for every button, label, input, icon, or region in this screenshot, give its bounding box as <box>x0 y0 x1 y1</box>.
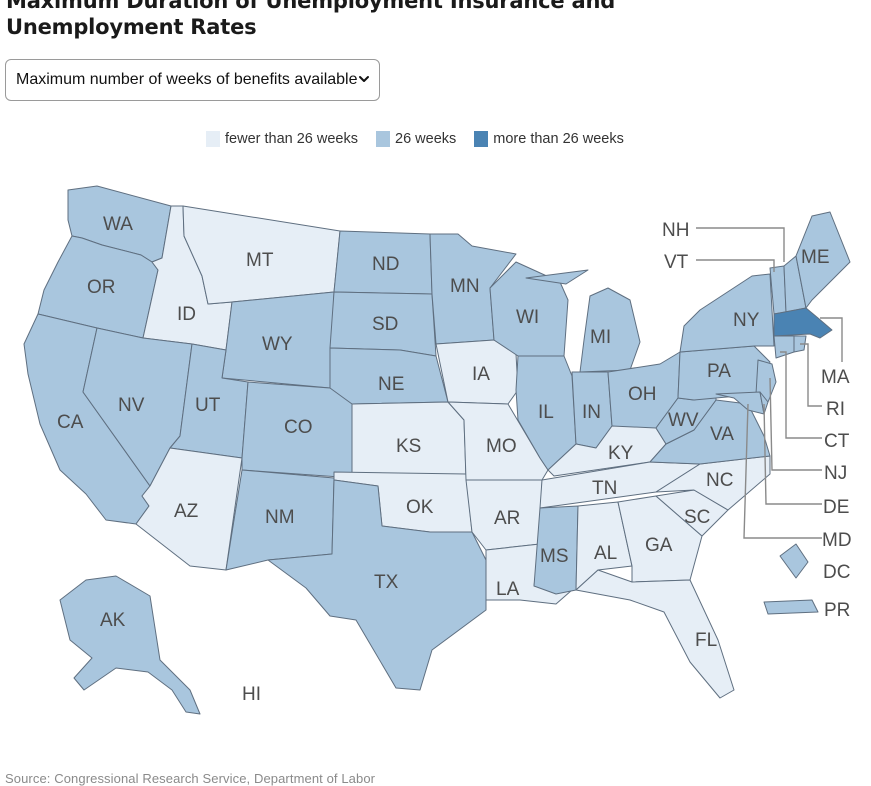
label-MO: MO <box>486 436 517 457</box>
label-AL: AL <box>594 543 617 564</box>
label-ID: ID <box>177 304 196 325</box>
state-VT[interactable] <box>769 265 787 315</box>
label-MT: MT <box>246 250 274 271</box>
state-NY[interactable] <box>679 273 775 353</box>
label-SD: SD <box>372 314 398 335</box>
metric-dropdown[interactable]: Maximum number of weeks of benefits avai… <box>5 59 380 101</box>
label-CA: CA <box>57 412 84 433</box>
label-IL: IL <box>538 402 554 423</box>
label-IN: IN <box>582 402 601 423</box>
label-OR: OR <box>87 277 116 298</box>
label-UT: UT <box>195 395 221 416</box>
state-AK[interactable] <box>59 575 201 715</box>
state-DC[interactable] <box>779 543 809 579</box>
legend-item-26[interactable]: 26 weeks <box>376 131 456 147</box>
label-NE: NE <box>378 374 404 395</box>
state-WI[interactable] <box>489 261 569 357</box>
chevron-down-icon <box>359 76 369 82</box>
chart-title-line1: Maximum Duration of Unemployment Insuran… <box>6 0 616 13</box>
label-MS: MS <box>540 546 569 567</box>
chart-title-line2: Unemployment Rates <box>6 15 257 39</box>
label-TX: TX <box>374 572 399 593</box>
state-TX[interactable] <box>267 479 487 691</box>
legend-item-more[interactable]: more than 26 weeks <box>474 131 624 147</box>
state-PR[interactable] <box>763 599 819 615</box>
label-NM: NM <box>265 507 295 528</box>
legend-item-fewer[interactable]: fewer than 26 weeks <box>206 131 358 147</box>
label-DC: DC <box>823 562 850 583</box>
label-MN: MN <box>450 276 480 297</box>
label-MA: MA <box>821 367 850 388</box>
legend-swatch-26 <box>376 131 390 147</box>
label-PR: PR <box>824 600 850 621</box>
label-VT: VT <box>664 252 689 273</box>
state-NJ[interactable] <box>755 359 777 403</box>
label-VA: VA <box>710 424 734 445</box>
label-MI: MI <box>590 327 611 348</box>
label-WV: WV <box>668 410 699 431</box>
label-PA: PA <box>707 361 731 382</box>
leader-lines <box>696 227 843 539</box>
state-AL[interactable] <box>575 501 633 591</box>
label-WI: WI <box>516 307 539 328</box>
label-OK: OK <box>406 497 434 518</box>
label-CT: CT <box>824 431 850 452</box>
state-AZ[interactable] <box>135 447 243 571</box>
label-AZ: AZ <box>174 501 199 522</box>
chart-title: Maximum Duration of Unemployment Insuran… <box>6 0 615 40</box>
label-NV: NV <box>118 395 145 416</box>
label-WA: WA <box>103 214 133 235</box>
label-RI: RI <box>826 399 845 420</box>
label-SC: SC <box>684 507 710 528</box>
state-MS[interactable] <box>533 505 579 595</box>
metric-dropdown-value: Maximum number of weeks of benefits avai… <box>16 71 358 88</box>
label-KS: KS <box>396 436 421 457</box>
legend-label-more: more than 26 weeks <box>493 131 624 147</box>
legend-swatch-fewer <box>206 131 220 147</box>
label-NC: NC <box>706 470 733 491</box>
label-FL: FL <box>695 630 717 651</box>
state-CT[interactable] <box>773 335 795 359</box>
label-WY: WY <box>262 334 293 355</box>
label-LA: LA <box>496 579 520 600</box>
state-WY[interactable] <box>221 291 335 389</box>
label-KY: KY <box>608 443 634 464</box>
source-note: Source: Congressional Research Service, … <box>5 771 376 786</box>
label-OH: OH <box>628 384 657 405</box>
state-MO[interactable] <box>447 401 549 481</box>
label-DE: DE <box>823 497 849 518</box>
label-IA: IA <box>472 364 490 385</box>
label-CO: CO <box>284 417 313 438</box>
legend: fewer than 26 weeks 26 weeks more than 2… <box>206 129 624 149</box>
state-DE[interactable] <box>759 391 769 415</box>
label-ND: ND <box>372 254 399 275</box>
label-NH: NH <box>662 220 689 241</box>
label-MD: MD <box>822 530 852 551</box>
legend-label-fewer: fewer than 26 weeks <box>225 131 358 147</box>
state-FL[interactable] <box>575 569 735 699</box>
label-ME: ME <box>801 247 830 268</box>
label-NJ: NJ <box>824 463 847 484</box>
legend-swatch-more <box>474 131 489 147</box>
state-MI[interactable] <box>525 269 641 373</box>
state-MD[interactable] <box>715 391 765 415</box>
label-GA: GA <box>645 535 673 556</box>
label-AR: AR <box>494 508 520 529</box>
legend-label-26: 26 weeks <box>395 131 457 147</box>
label-AK: AK <box>100 610 126 631</box>
label-TN: TN <box>592 478 617 499</box>
label-NY: NY <box>733 310 760 331</box>
state-labels: WA OR CA ID NV MT WY UT AZ CO NM ND SD N… <box>57 214 852 705</box>
label-HI: HI <box>242 684 261 705</box>
state-MA[interactable] <box>773 307 833 339</box>
